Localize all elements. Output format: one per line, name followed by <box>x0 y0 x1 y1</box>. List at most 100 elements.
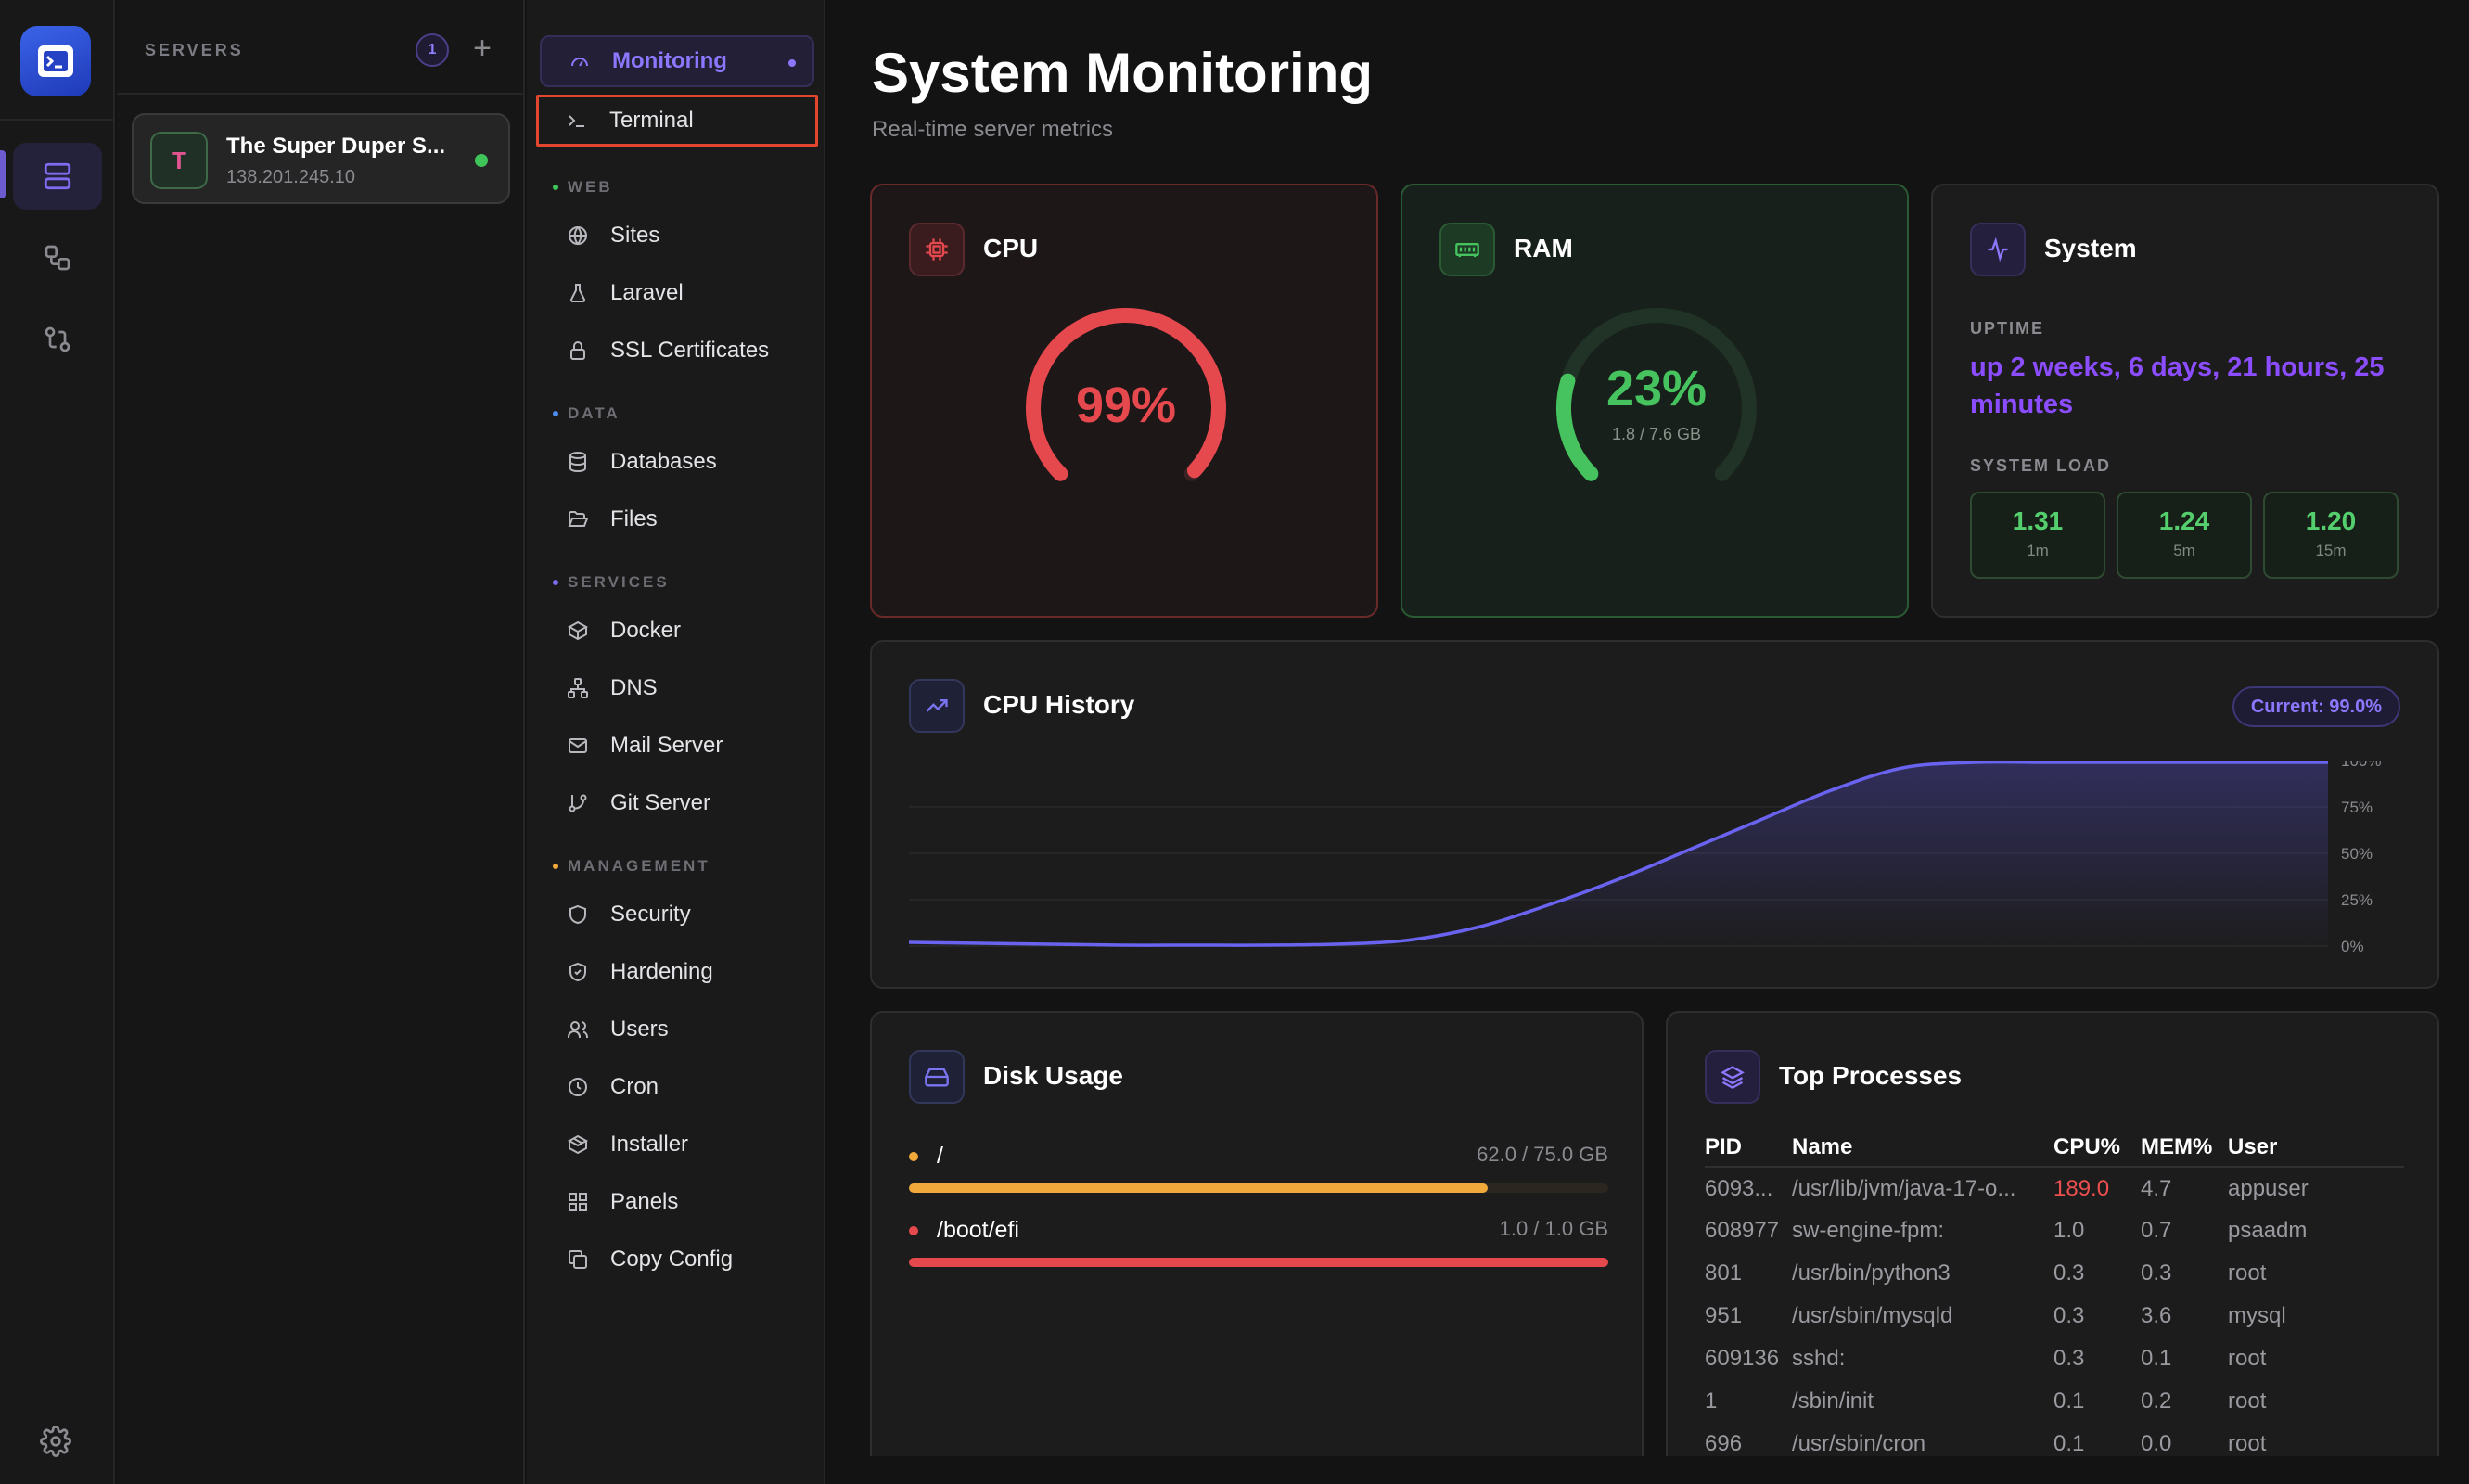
settings-button[interactable] <box>35 1421 76 1462</box>
column-header: MEM% <box>2141 1133 2228 1168</box>
nav-item-copy-config[interactable]: Copy Config <box>540 1234 814 1286</box>
y-tick-label: 100% <box>2341 761 2381 770</box>
grid-icon <box>566 1190 590 1214</box>
disk-usage-title: Disk Usage <box>983 1061 1123 1090</box>
nav-item-ssl-certificates[interactable]: SSL Certificates <box>540 325 814 377</box>
nav-section-management: MANAGEMENT <box>553 857 710 876</box>
page-subtitle: Real-time server metrics <box>872 117 1114 142</box>
section-dot <box>553 185 558 190</box>
table-row: 6093... /usr/lib/jvm/java-17-o... 189.0 … <box>1705 1167 2404 1209</box>
cpu-history-card: CPU History Current: 99.0% 100% 75% 50% 25%… <box>870 640 2439 989</box>
process-mem: 0.3 <box>2141 1260 2172 1286</box>
ram-card: RAM 23% 1.8 / 7.6 GB <box>1401 184 1909 618</box>
cpu-history-chart: 100% 75% 50% 25% 0% <box>909 761 2381 955</box>
nav-item-dns[interactable]: DNS <box>540 662 814 714</box>
nav-item-label: Laravel <box>610 280 684 305</box>
nav-item-installer[interactable]: Installer <box>540 1119 814 1171</box>
process-mem: 0.0 <box>2141 1431 2172 1456</box>
nav-section-web: WEB <box>553 178 613 197</box>
page-title: System Monitoring <box>872 42 1374 104</box>
y-tick-label: 75% <box>2341 799 2373 816</box>
workflow-nav-button[interactable] <box>13 224 102 291</box>
flask-icon <box>566 281 590 305</box>
cpu-value: 99% <box>1075 377 1177 433</box>
rail-divider <box>0 119 115 121</box>
git-compare-icon <box>45 326 70 352</box>
nav-item-label: SSL Certificates <box>610 338 770 363</box>
load-period: 5m <box>2173 542 2195 559</box>
cpu-icon <box>909 223 965 276</box>
section-label: SERVICES <box>568 573 670 591</box>
nav-item-label: Hardening <box>610 959 713 984</box>
server-card[interactable]: T The Super Duper S... 138.201.245.10 <box>132 113 510 204</box>
nav-item-files[interactable]: Files <box>540 493 814 545</box>
table-row: 696 /usr/sbin/cron 0.1 0.0 root <box>1705 1423 2404 1465</box>
server-stack-icon <box>44 162 71 190</box>
load-1m: 1.31 1m <box>1970 492 2105 579</box>
process-name: /usr/lib/jvm/java-17-o... <box>1792 1175 2016 1201</box>
nav-item-label: Cron <box>610 1074 659 1099</box>
server-name: The Super Duper S... <box>226 134 446 159</box>
nav-item-label: Docker <box>610 618 682 643</box>
ram-detail: 1.8 / 7.6 GB <box>1611 425 1702 443</box>
main-content: System Monitoring Real-time server metri… <box>827 0 2469 1484</box>
nav-item-cron[interactable]: Cron <box>540 1061 814 1113</box>
section-label: DATA <box>568 404 620 422</box>
process-pid: 1 <box>1705 1388 1718 1414</box>
process-cpu: 0.3 <box>2053 1260 2085 1286</box>
nav-item-terminal[interactable]: Terminal <box>536 95 818 147</box>
nav-item-users[interactable]: Users <box>540 1004 814 1055</box>
nav-item-label: Terminal <box>609 108 694 133</box>
cpu-title: CPU <box>983 234 1039 262</box>
process-user: root <box>2228 1346 2267 1371</box>
cpu-area-fill <box>909 761 2328 946</box>
server-ip: 138.201.245.10 <box>226 167 356 187</box>
add-server-button[interactable]: + <box>473 31 492 66</box>
hard-drive-icon <box>909 1050 965 1104</box>
servers-nav-button[interactable] <box>13 143 102 210</box>
nav-section-services: SERVICES <box>553 573 670 592</box>
process-user: root <box>2228 1260 2267 1286</box>
system-card: System UPTIME up 2 weeks, 6 days, 21 hou… <box>1931 184 2439 618</box>
terminal-icon <box>565 109 589 133</box>
process-mem: 0.1 <box>2141 1346 2172 1371</box>
nav-item-databases[interactable]: Databases <box>540 436 814 488</box>
section-dot <box>553 864 558 869</box>
nav-item-label: Files <box>610 506 658 531</box>
cpu-series-line <box>909 761 2328 947</box>
nav-item-panels[interactable]: Panels <box>540 1176 814 1228</box>
nav-item-sites[interactable]: Sites <box>540 210 814 262</box>
nav-item-label: Monitoring <box>612 48 727 73</box>
nav-item-docker[interactable]: Docker <box>540 605 814 657</box>
process-pid: 951 <box>1705 1303 1743 1328</box>
package-icon <box>566 1132 590 1157</box>
load-5m: 1.24 5m <box>2117 492 2252 579</box>
nav-item-monitoring[interactable]: Monitoring <box>540 35 814 87</box>
load-value: 1.24 <box>2158 506 2210 535</box>
process-name: /usr/sbin/mysqld <box>1792 1303 1953 1328</box>
nav-item-laravel[interactable]: Laravel <box>540 267 814 319</box>
nav-item-label: Security <box>610 902 691 927</box>
cpu-history-title: CPU History <box>983 690 1135 719</box>
processes-table: PID Name CPU% MEM% User 6093... /usr/lib… <box>1705 1133 2404 1465</box>
activity-icon <box>1970 223 2026 276</box>
process-mem: 3.6 <box>2141 1303 2172 1328</box>
nav-item-security[interactable]: Security <box>540 889 814 940</box>
bottom-edge <box>827 1456 2469 1484</box>
nav-item-hardening[interactable]: Hardening <box>540 946 814 998</box>
server-status-indicator <box>475 154 488 167</box>
column-header: Name <box>1792 1133 2053 1168</box>
git-compare-nav-button[interactable] <box>13 306 102 373</box>
top-processes-card: Top Processes PID Name CPU% MEM% User 60… <box>1666 1011 2439 1484</box>
nav-item-label: Mail Server <box>610 733 723 758</box>
process-user: root <box>2228 1431 2267 1456</box>
table-header-row: PID Name CPU% MEM% User <box>1705 1133 2404 1168</box>
lock-icon <box>566 339 590 363</box>
nav-item-git-server[interactable]: Git Server <box>540 777 814 829</box>
process-pid: 609136 <box>1705 1346 1780 1371</box>
column-header: CPU% <box>2053 1133 2141 1168</box>
process-cpu: 189.0 <box>2053 1175 2110 1201</box>
app-logo-icon[interactable] <box>20 26 91 96</box>
cpu-gauge-arc <box>1026 308 1226 481</box>
nav-item-mail-server[interactable]: Mail Server <box>540 720 814 772</box>
